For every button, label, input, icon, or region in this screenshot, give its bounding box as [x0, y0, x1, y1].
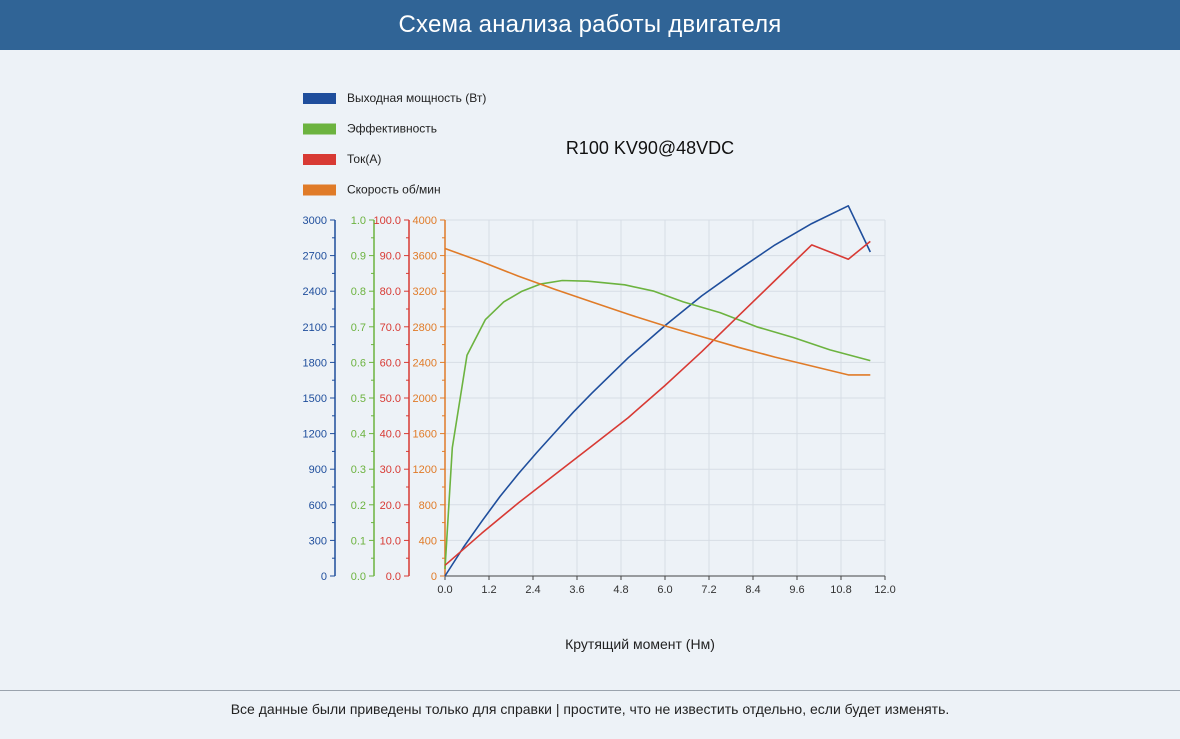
y-tick-label-speed: 3600 — [413, 251, 437, 263]
y-tick-label-power: 2400 — [303, 286, 327, 298]
legend-label-power: Выходная мощность (Вт) — [347, 91, 486, 105]
y-tick-label-power: 1200 — [303, 429, 327, 441]
chart-title: R100 KV90@48VDC — [566, 138, 734, 158]
series-line-speed — [444, 247, 871, 376]
page-header: Схема анализа работы двигателя — [0, 0, 1180, 50]
y-tick-label-power: 2700 — [303, 251, 327, 263]
y-tick-label-power: 300 — [309, 535, 327, 547]
y-tick-label-speed: 1200 — [413, 464, 437, 476]
series-line-power — [444, 205, 872, 577]
x-tick-label: 8.4 — [745, 584, 760, 596]
y-tick-label-power: 900 — [309, 464, 327, 476]
y-tick-label-speed: 3200 — [413, 286, 437, 298]
y-tick-label-power: 1800 — [303, 357, 327, 369]
y-tick-label-current: 10.0 — [380, 535, 401, 547]
x-tick-label: 9.6 — [789, 584, 804, 596]
legend-swatch-speed — [303, 184, 336, 196]
legend-swatch-power — [303, 93, 336, 104]
y-tick-label-current: 30.0 — [380, 464, 401, 476]
y-tick-label-speed: 800 — [419, 500, 437, 512]
y-tick-label-efficiency: 0.2 — [351, 500, 366, 512]
legend-swatch-efficiency — [303, 123, 336, 135]
y-tick-label-power: 0 — [321, 571, 327, 583]
y-tick-label-speed: 0 — [431, 571, 437, 583]
y-tick-label-current: 60.0 — [380, 357, 401, 369]
y-tick-label-speed: 4000 — [413, 215, 437, 227]
x-tick-label: 7.2 — [701, 584, 716, 596]
motor-performance-chart: 0.0 1.2 2.4 3.6 4.8 6.0 7.2 8.4 9.6 10.8 12.0 Крутя… — [303, 91, 896, 652]
y-tick-label-speed: 2400 — [413, 357, 437, 369]
footer-divider — [0, 690, 1180, 691]
x-tick-label: 0.0 — [437, 584, 452, 596]
y-tick-label-speed: 2800 — [413, 322, 437, 334]
y-tick-label-efficiency: 0.3 — [351, 464, 366, 476]
y-tick-label-current: 50.0 — [380, 393, 401, 405]
y-tick-label-speed: 400 — [419, 535, 437, 547]
x-tick-label: 3.6 — [569, 584, 584, 596]
y-tick-label-efficiency: 0.4 — [351, 429, 366, 441]
y-tick-label-current: 80.0 — [380, 286, 401, 298]
x-tick-label: 1.2 — [481, 584, 496, 596]
y-tick-label-efficiency: 0.8 — [351, 286, 366, 298]
y-tick-label-current: 40.0 — [380, 429, 401, 441]
x-tick-label: 10.8 — [830, 584, 851, 596]
y-tick-label-efficiency: 0.5 — [351, 393, 366, 405]
y-tick-label-efficiency: 1.0 — [351, 215, 366, 227]
footer-note: Все данные были приведены только для спр… — [230, 701, 950, 717]
y-tick-label-efficiency: 0.0 — [351, 571, 366, 583]
y-tick-label-current: 70.0 — [380, 322, 401, 334]
y-tick-label-power: 2100 — [303, 322, 327, 334]
y-tick-label-efficiency: 0.9 — [351, 251, 366, 263]
legend-swatch-current — [303, 154, 336, 165]
x-tick-label: 2.4 — [525, 584, 540, 596]
y-tick-label-power: 600 — [309, 500, 327, 512]
page-title: Схема анализа работы двигателя — [398, 11, 782, 38]
y-tick-label-power: 1500 — [303, 393, 327, 405]
y-tick-label-efficiency: 0.7 — [351, 322, 366, 334]
legend-label-speed: Скорость об/мин — [347, 183, 441, 197]
x-tick-label: 6.0 — [657, 584, 672, 596]
y-tick-label-current: 90.0 — [380, 251, 401, 263]
y-tick-label-efficiency: 0.6 — [351, 357, 366, 369]
x-tick-label: 12.0 — [874, 584, 895, 596]
y-tick-label-efficiency: 0.1 — [351, 535, 366, 547]
y-tick-label-speed: 1600 — [413, 429, 437, 441]
x-axis-title: Крутящий момент (Нм) — [565, 636, 715, 652]
y-tick-label-power: 3000 — [303, 215, 327, 227]
x-tick-label: 4.8 — [613, 584, 628, 596]
y-tick-label-current: 100.0 — [373, 215, 401, 227]
legend-label-current: Ток(A) — [347, 152, 381, 166]
y-tick-label-current: 20.0 — [380, 500, 401, 512]
y-tick-label-speed: 2000 — [413, 393, 437, 405]
series-line-efficiency — [444, 279, 871, 569]
legend-label-efficiency: Эффективность — [347, 122, 437, 136]
y-tick-label-current: 0.0 — [386, 571, 401, 583]
series-line-current — [444, 240, 871, 566]
